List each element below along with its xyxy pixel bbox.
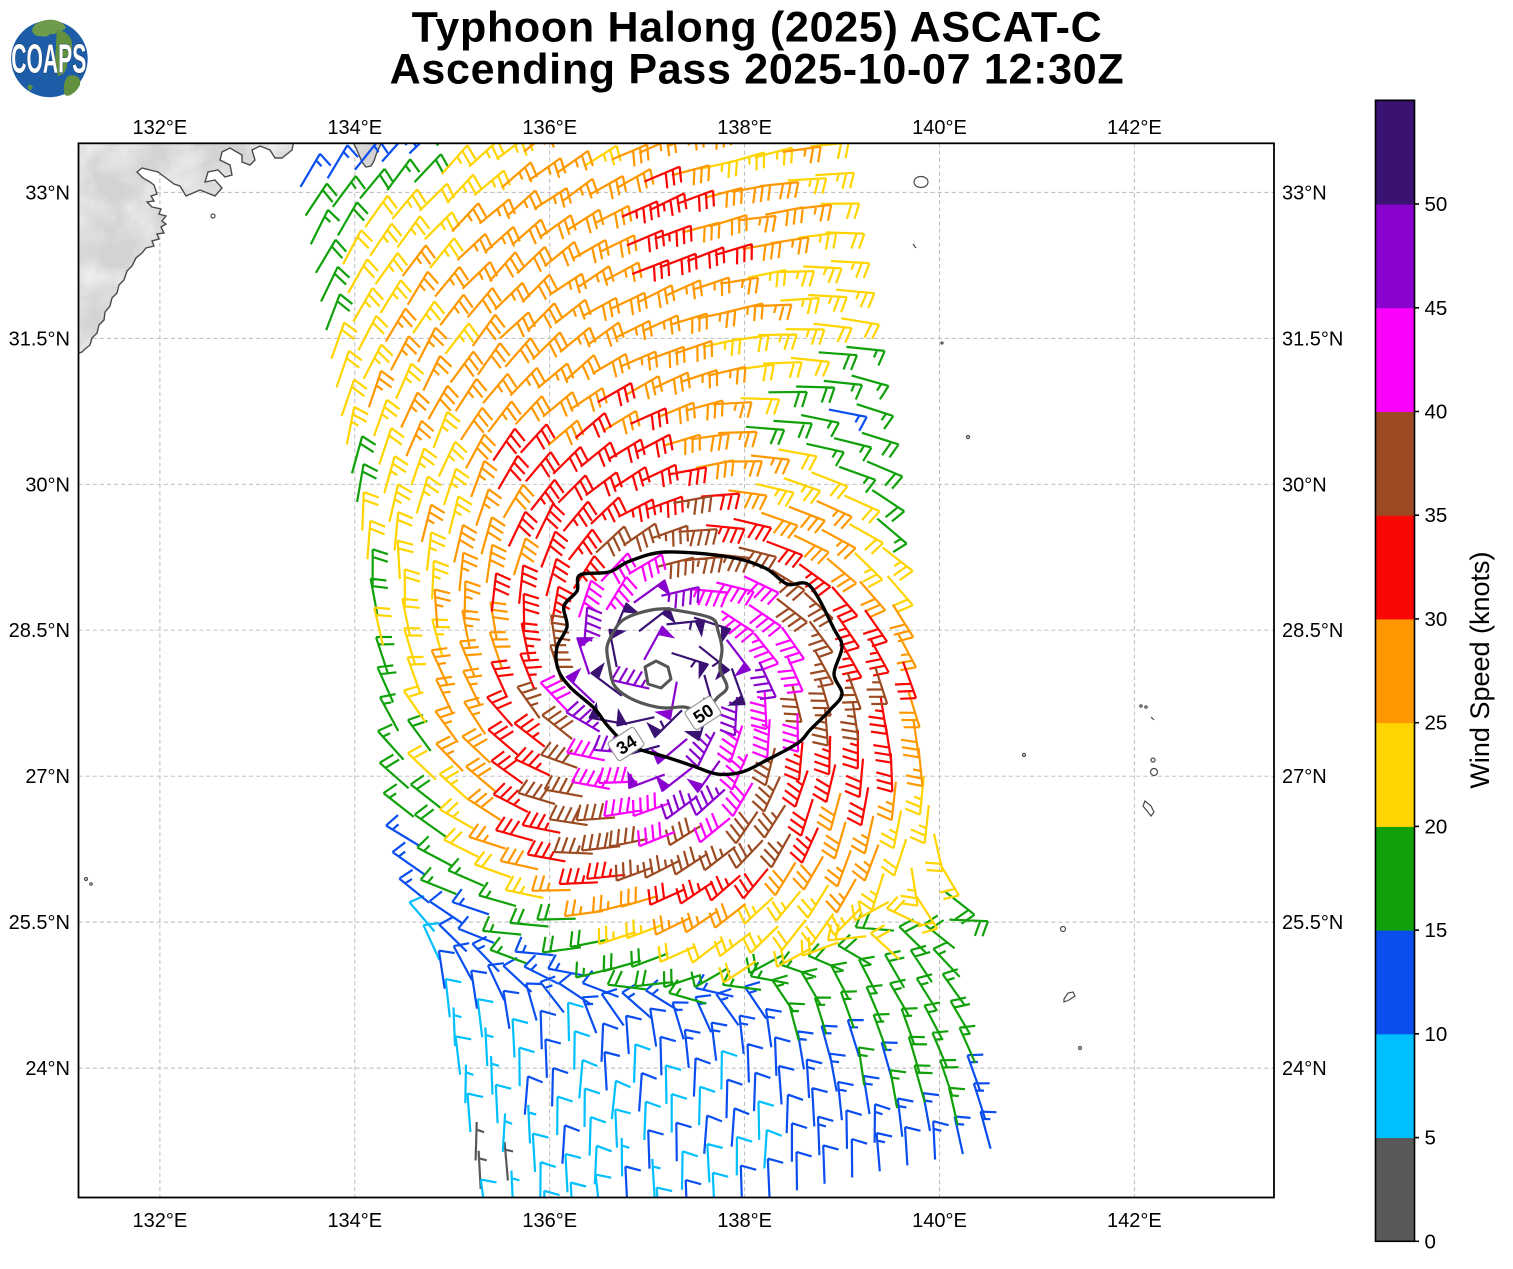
svg-text:33°N: 33°N <box>1282 182 1327 204</box>
svg-text:25.5°N: 25.5°N <box>9 912 70 934</box>
svg-text:140°E: 140°E <box>912 117 967 139</box>
svg-text:140°E: 140°E <box>912 1210 967 1232</box>
svg-text:35: 35 <box>1425 504 1448 527</box>
svg-text:31.5°N: 31.5°N <box>9 328 70 350</box>
svg-text:28.5°N: 28.5°N <box>1282 620 1343 642</box>
svg-text:10: 10 <box>1425 1023 1448 1046</box>
svg-text:142°E: 142°E <box>1107 117 1162 139</box>
svg-text:40: 40 <box>1425 401 1448 424</box>
svg-text:31.5°N: 31.5°N <box>1282 328 1343 350</box>
svg-text:30°N: 30°N <box>25 474 70 496</box>
svg-text:Wind Speed (knots): Wind Speed (knots) <box>1465 551 1495 788</box>
svg-text:136°E: 136°E <box>522 117 577 139</box>
svg-text:28.5°N: 28.5°N <box>9 620 70 642</box>
svg-text:20: 20 <box>1425 815 1448 838</box>
svg-text:27°N: 27°N <box>25 766 70 788</box>
svg-text:24°N: 24°N <box>25 1058 70 1080</box>
svg-text:142°E: 142°E <box>1107 1210 1162 1232</box>
svg-text:132°E: 132°E <box>133 117 188 139</box>
svg-text:30: 30 <box>1425 608 1448 631</box>
svg-text:25.5°N: 25.5°N <box>1282 912 1343 934</box>
svg-text:50: 50 <box>1425 193 1448 216</box>
svg-text:24°N: 24°N <box>1282 1058 1327 1080</box>
svg-text:30°N: 30°N <box>1282 474 1327 496</box>
svg-text:Typhoon Halong (2025) ASCAT-C: Typhoon Halong (2025) ASCAT-C <box>412 4 1103 52</box>
svg-text:45: 45 <box>1425 297 1448 320</box>
svg-text:5: 5 <box>1425 1127 1436 1150</box>
svg-text:136°E: 136°E <box>522 1210 577 1232</box>
svg-text:134°E: 134°E <box>327 1210 382 1232</box>
svg-text:132°E: 132°E <box>133 1210 188 1232</box>
svg-text:27°N: 27°N <box>1282 766 1327 788</box>
svg-text:0: 0 <box>1425 1230 1436 1253</box>
svg-text:15: 15 <box>1425 919 1448 942</box>
svg-text:33°N: 33°N <box>25 182 70 204</box>
svg-text:134°E: 134°E <box>327 117 382 139</box>
svg-text:25: 25 <box>1425 712 1448 735</box>
svg-text:138°E: 138°E <box>717 117 772 139</box>
svg-text:138°E: 138°E <box>717 1210 772 1232</box>
svg-text:COAPS: COAPS <box>11 36 86 82</box>
svg-text:Ascending Pass 2025-10-07 12:3: Ascending Pass 2025-10-07 12:30Z <box>390 46 1125 94</box>
